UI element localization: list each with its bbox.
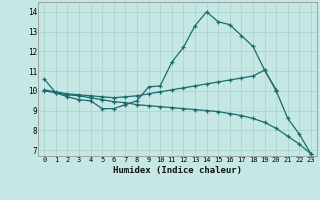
X-axis label: Humidex (Indice chaleur): Humidex (Indice chaleur) (113, 166, 242, 175)
